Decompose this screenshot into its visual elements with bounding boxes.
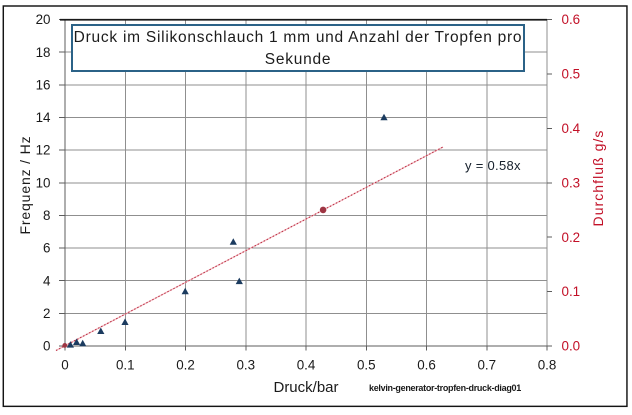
- svg-text:0.2: 0.2: [176, 358, 195, 373]
- svg-text:0.6: 0.6: [417, 358, 436, 373]
- svg-text:8: 8: [43, 208, 50, 223]
- svg-text:12: 12: [36, 143, 51, 158]
- svg-text:16: 16: [36, 77, 51, 92]
- svg-text:2: 2: [43, 306, 50, 321]
- svg-text:4: 4: [43, 273, 51, 288]
- svg-text:20: 20: [36, 12, 51, 27]
- svg-text:0.8: 0.8: [538, 358, 557, 373]
- svg-text:0.1: 0.1: [562, 284, 581, 299]
- svg-text:10: 10: [36, 175, 51, 190]
- svg-text:6: 6: [43, 241, 50, 256]
- svg-text:0.6: 0.6: [562, 12, 581, 27]
- svg-text:0.0: 0.0: [562, 339, 581, 354]
- svg-text:0.3: 0.3: [236, 358, 255, 373]
- svg-text:14: 14: [36, 110, 51, 125]
- svg-text:18: 18: [36, 45, 51, 60]
- svg-text:0.3: 0.3: [562, 175, 581, 190]
- svg-text:0.2: 0.2: [562, 230, 581, 245]
- svg-text:0: 0: [43, 339, 50, 354]
- svg-text:0.1: 0.1: [116, 358, 135, 373]
- svg-text:0.4: 0.4: [297, 358, 316, 373]
- svg-text:0: 0: [61, 358, 68, 373]
- svg-text:0.4: 0.4: [562, 121, 581, 136]
- svg-text:0.5: 0.5: [562, 67, 581, 82]
- svg-text:0.7: 0.7: [477, 358, 496, 373]
- svg-text:0.5: 0.5: [357, 358, 376, 373]
